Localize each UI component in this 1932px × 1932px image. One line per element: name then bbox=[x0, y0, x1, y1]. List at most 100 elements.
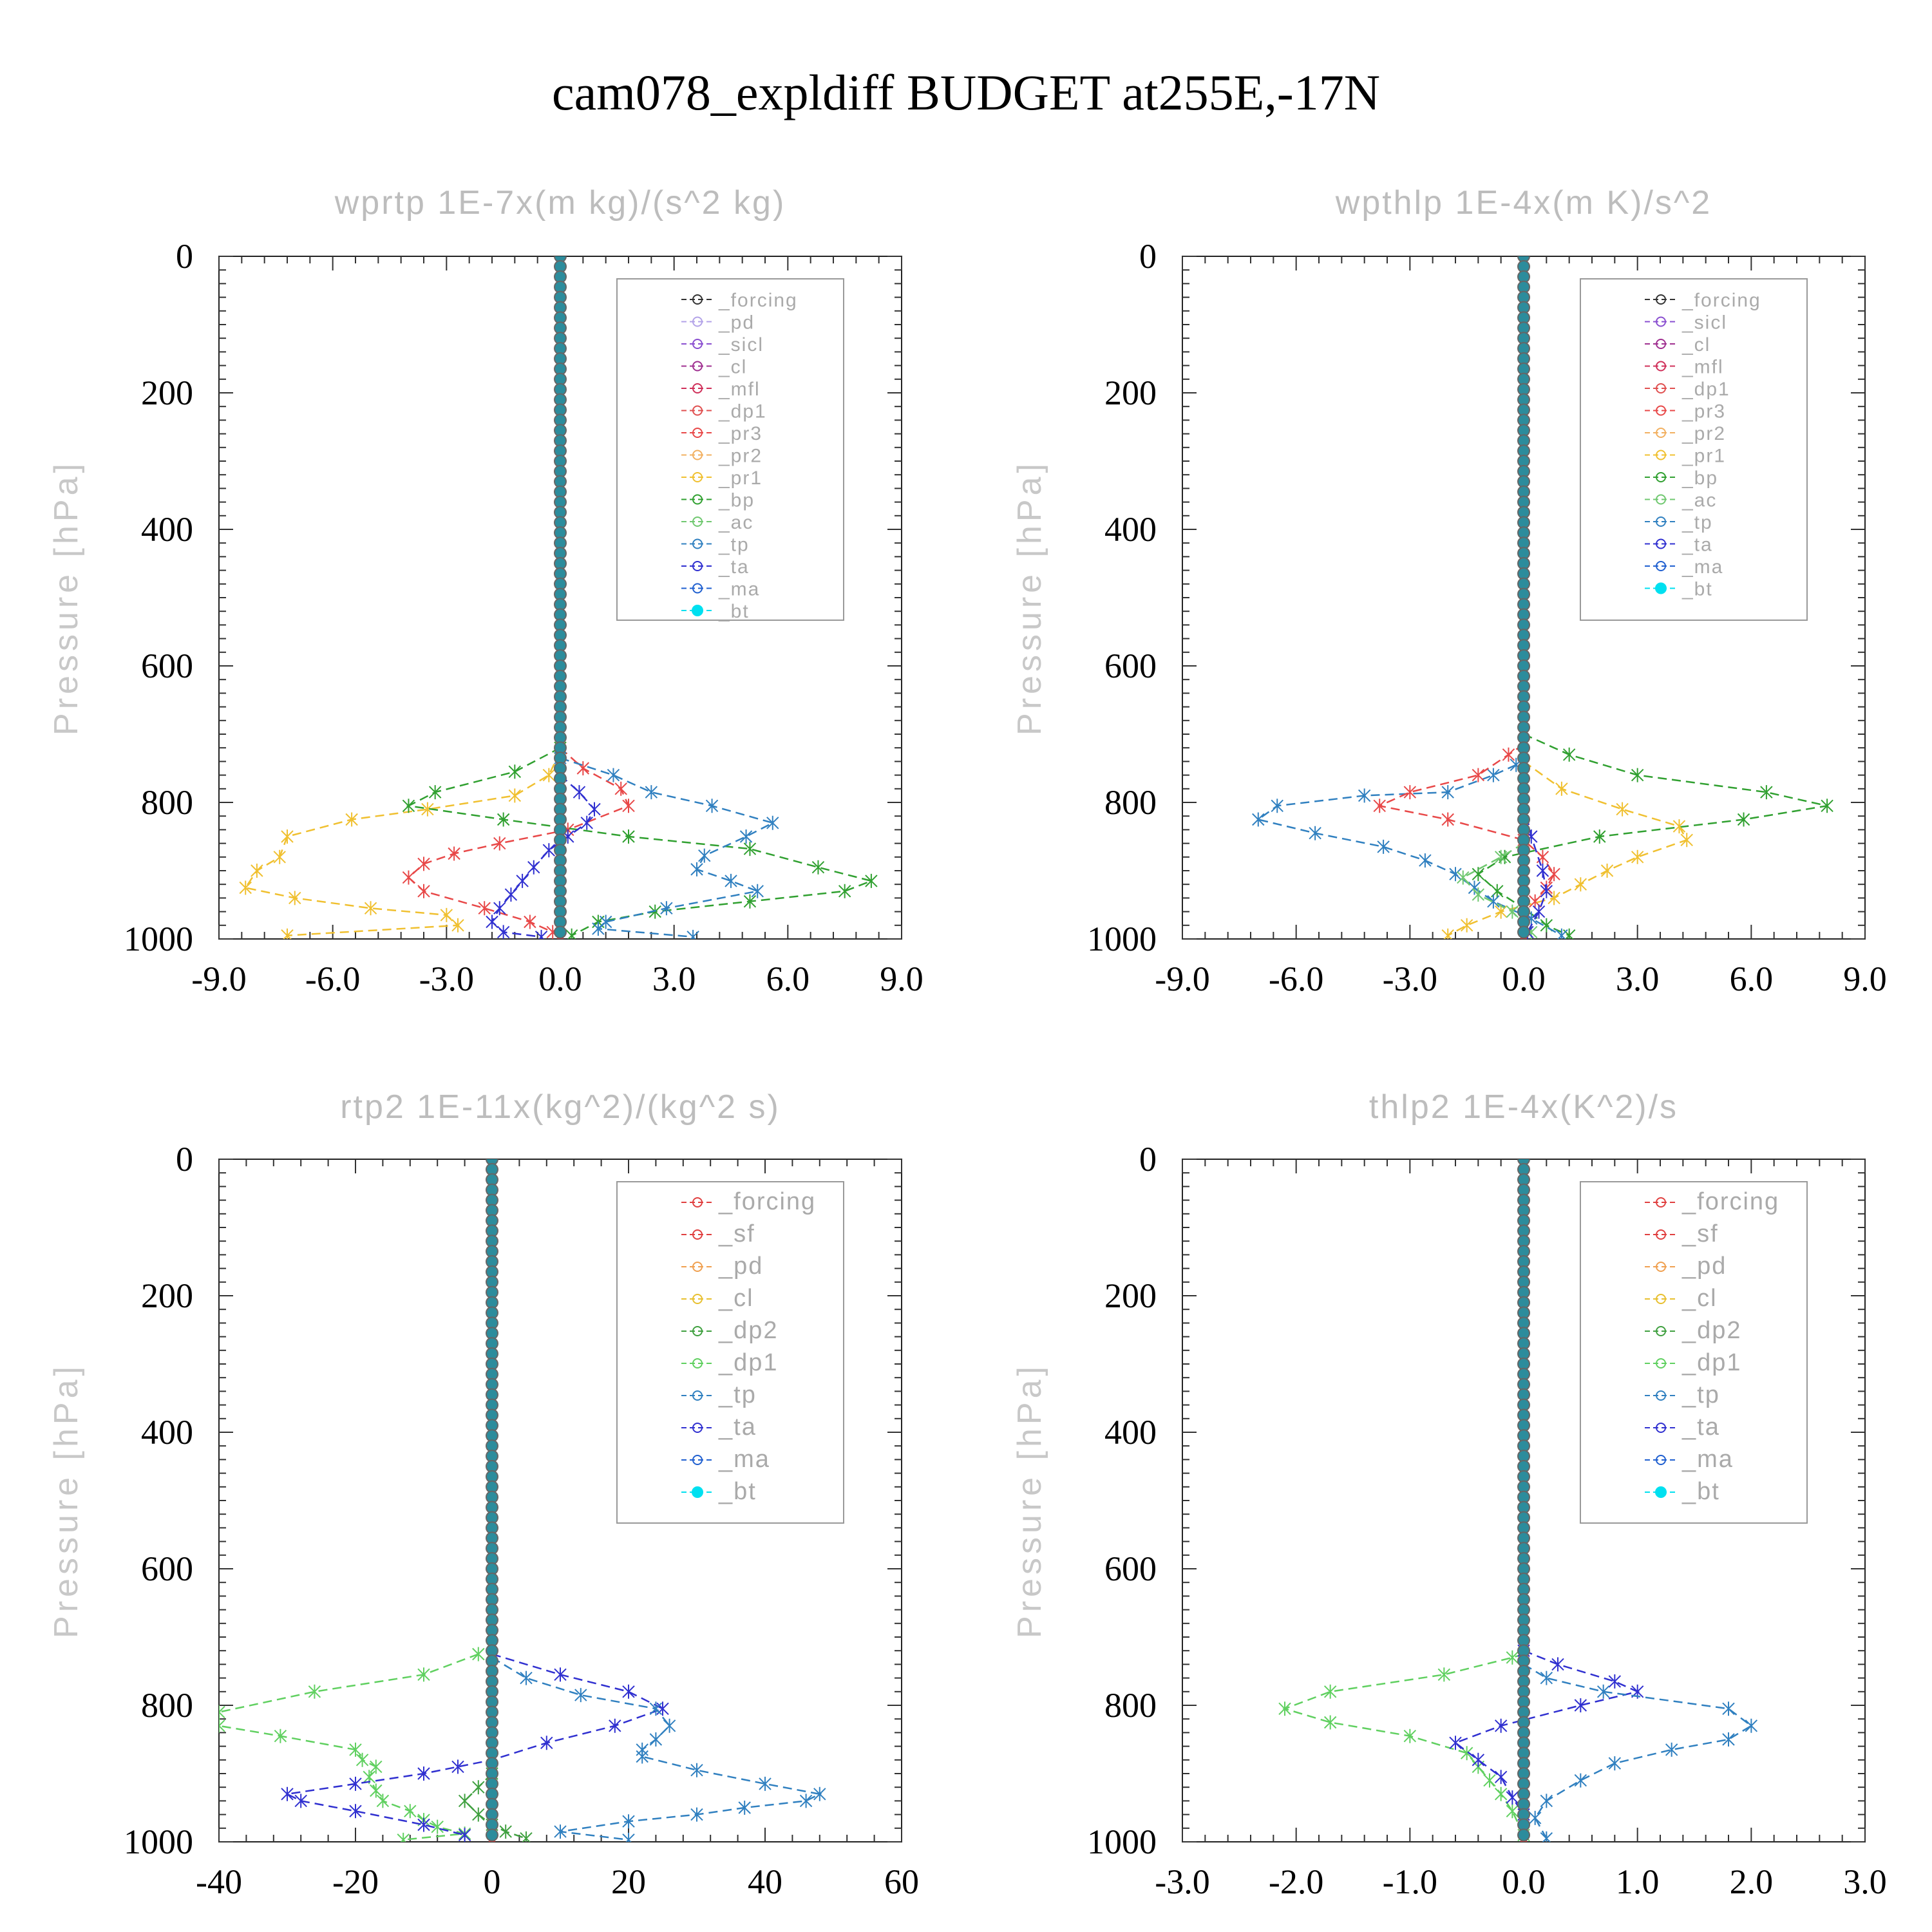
data-point_dp1 bbox=[1403, 1728, 1417, 1743]
data-point_pr3 bbox=[1502, 747, 1515, 762]
data-point_ta bbox=[656, 1701, 669, 1716]
legend-box bbox=[616, 278, 844, 621]
legend-marker bbox=[1656, 538, 1666, 549]
data-point_pr1 bbox=[281, 829, 294, 844]
data-point_bp bbox=[743, 894, 757, 909]
data-point_tp bbox=[645, 785, 658, 800]
data-point_tp bbox=[1540, 1794, 1553, 1808]
x-tick-label: -3.0 bbox=[1155, 1862, 1209, 1901]
x-tick-label: 9.0 bbox=[880, 960, 923, 998]
point-zero-column bbox=[554, 925, 567, 939]
data-point_ta bbox=[1540, 884, 1553, 898]
x-tick-label: 0 bbox=[484, 1862, 501, 1901]
legend-marker bbox=[692, 1455, 703, 1465]
legend-marker bbox=[692, 405, 703, 416]
data-point_pr3 bbox=[1373, 799, 1386, 813]
panel-title: rtp2 1E-11x(kg^2)/(kg^2 s) bbox=[340, 1088, 781, 1126]
data-point_pr3 bbox=[478, 901, 491, 916]
series-group bbox=[219, 1159, 826, 1842]
data-point_bp bbox=[1472, 867, 1485, 882]
legend-entry: _bt bbox=[1681, 579, 1713, 600]
legend-entry: _pr3 bbox=[718, 423, 762, 444]
y-tick-label: 0 bbox=[176, 237, 193, 276]
legend-entry: _tp bbox=[1681, 512, 1713, 533]
x-tick-label: 9.0 bbox=[1843, 960, 1887, 998]
data-point_dp1 bbox=[1494, 1786, 1508, 1801]
data-point_pr3 bbox=[614, 781, 627, 796]
data-point_ta bbox=[349, 1776, 362, 1791]
data-point_ta bbox=[1449, 1736, 1462, 1750]
series-line_tp bbox=[560, 757, 775, 938]
data-point_pr1 bbox=[1574, 877, 1587, 892]
data-point_ta bbox=[493, 901, 506, 916]
data-point_dp2 bbox=[520, 1831, 533, 1842]
data-point_dp2 bbox=[458, 1794, 471, 1808]
x-tick-label: 40 bbox=[748, 1862, 782, 1901]
data-point_tp bbox=[751, 884, 764, 898]
y-tick-label: 200 bbox=[1104, 1276, 1157, 1315]
x-tick-label: -3.0 bbox=[419, 960, 474, 998]
data-point_pr1 bbox=[451, 918, 464, 933]
data-point_tp bbox=[1608, 1756, 1622, 1771]
data-point_tp bbox=[599, 914, 612, 929]
legend-marker bbox=[1656, 1358, 1666, 1368]
legend-entry: _sf bbox=[1681, 1220, 1719, 1247]
data-point_tp bbox=[592, 922, 605, 936]
legend-marker bbox=[1656, 1262, 1666, 1272]
data-point_tp bbox=[649, 1701, 663, 1716]
legend-marker bbox=[1656, 1197, 1666, 1208]
legend-marker bbox=[692, 428, 703, 438]
data-point_dp1 bbox=[1506, 1650, 1519, 1665]
x-tick-label: -3.0 bbox=[1383, 960, 1437, 998]
data-point_tp bbox=[663, 1718, 676, 1733]
series-line_ta bbox=[284, 1653, 665, 1836]
legend-marker bbox=[1655, 1486, 1667, 1498]
data-point_dp1 bbox=[1323, 1715, 1337, 1730]
data-point_dp2 bbox=[472, 1780, 485, 1795]
data-point_bp bbox=[402, 799, 415, 813]
legend-entry: _bt bbox=[1681, 1478, 1720, 1505]
legend-marker bbox=[1656, 339, 1666, 349]
legend-marker bbox=[1656, 1229, 1666, 1240]
legend-entry: _ma bbox=[1681, 1446, 1734, 1473]
y-tick-label: 1000 bbox=[1087, 920, 1157, 958]
legend-marker bbox=[1656, 516, 1666, 527]
legend-marker bbox=[1656, 1455, 1666, 1465]
legend-entry: _bt bbox=[718, 601, 750, 622]
y-tick-label: 400 bbox=[141, 1413, 193, 1452]
legend-entry: _pr1 bbox=[718, 468, 762, 489]
legend-entry: _dp1 bbox=[1681, 1349, 1742, 1376]
data-point_bp bbox=[838, 884, 851, 898]
legend-marker bbox=[692, 1326, 703, 1336]
data-point_dp1 bbox=[1323, 1684, 1337, 1699]
data-point_tp bbox=[687, 929, 699, 939]
x-tick-label: -6.0 bbox=[1269, 960, 1323, 998]
data-point_tp bbox=[698, 848, 711, 863]
data-point_ta bbox=[504, 887, 518, 902]
data-point_pr1 bbox=[364, 901, 377, 916]
data-point_dp1 bbox=[376, 1794, 390, 1808]
legend-entry: _forcing bbox=[718, 290, 798, 311]
y-tick-label: 400 bbox=[1104, 1413, 1157, 1452]
legend-marker bbox=[692, 1486, 703, 1498]
data-point_ta bbox=[542, 843, 556, 858]
data-point_pr1 bbox=[542, 768, 556, 782]
x-tick-label: 0.0 bbox=[1502, 960, 1546, 998]
y-tick-label: 200 bbox=[1104, 374, 1157, 412]
data-point_dp1 bbox=[349, 1742, 362, 1757]
legend-box bbox=[1580, 278, 1808, 621]
y-axis-label: Pressure [hPa] bbox=[1011, 1363, 1048, 1638]
y-tick-label: 0 bbox=[1139, 1140, 1157, 1179]
legend-entry: _cl bbox=[1681, 334, 1710, 355]
panel-4: thlp2 1E-4x(K^2)/s Pressure [hPa] 0 200 400 6… bbox=[1011, 1088, 1887, 1901]
data-point_ta bbox=[1536, 864, 1549, 878]
legend-entry: _pr1 bbox=[1681, 446, 1726, 467]
data-point_bp bbox=[649, 904, 661, 919]
legend-marker bbox=[692, 1262, 703, 1272]
legend-marker bbox=[1656, 1326, 1666, 1336]
series-group bbox=[239, 256, 878, 939]
data-point_ta bbox=[1494, 1770, 1508, 1785]
data-point_pr1 bbox=[1672, 819, 1686, 834]
legend-marker bbox=[1656, 405, 1666, 416]
data-point_pr1 bbox=[251, 864, 263, 878]
